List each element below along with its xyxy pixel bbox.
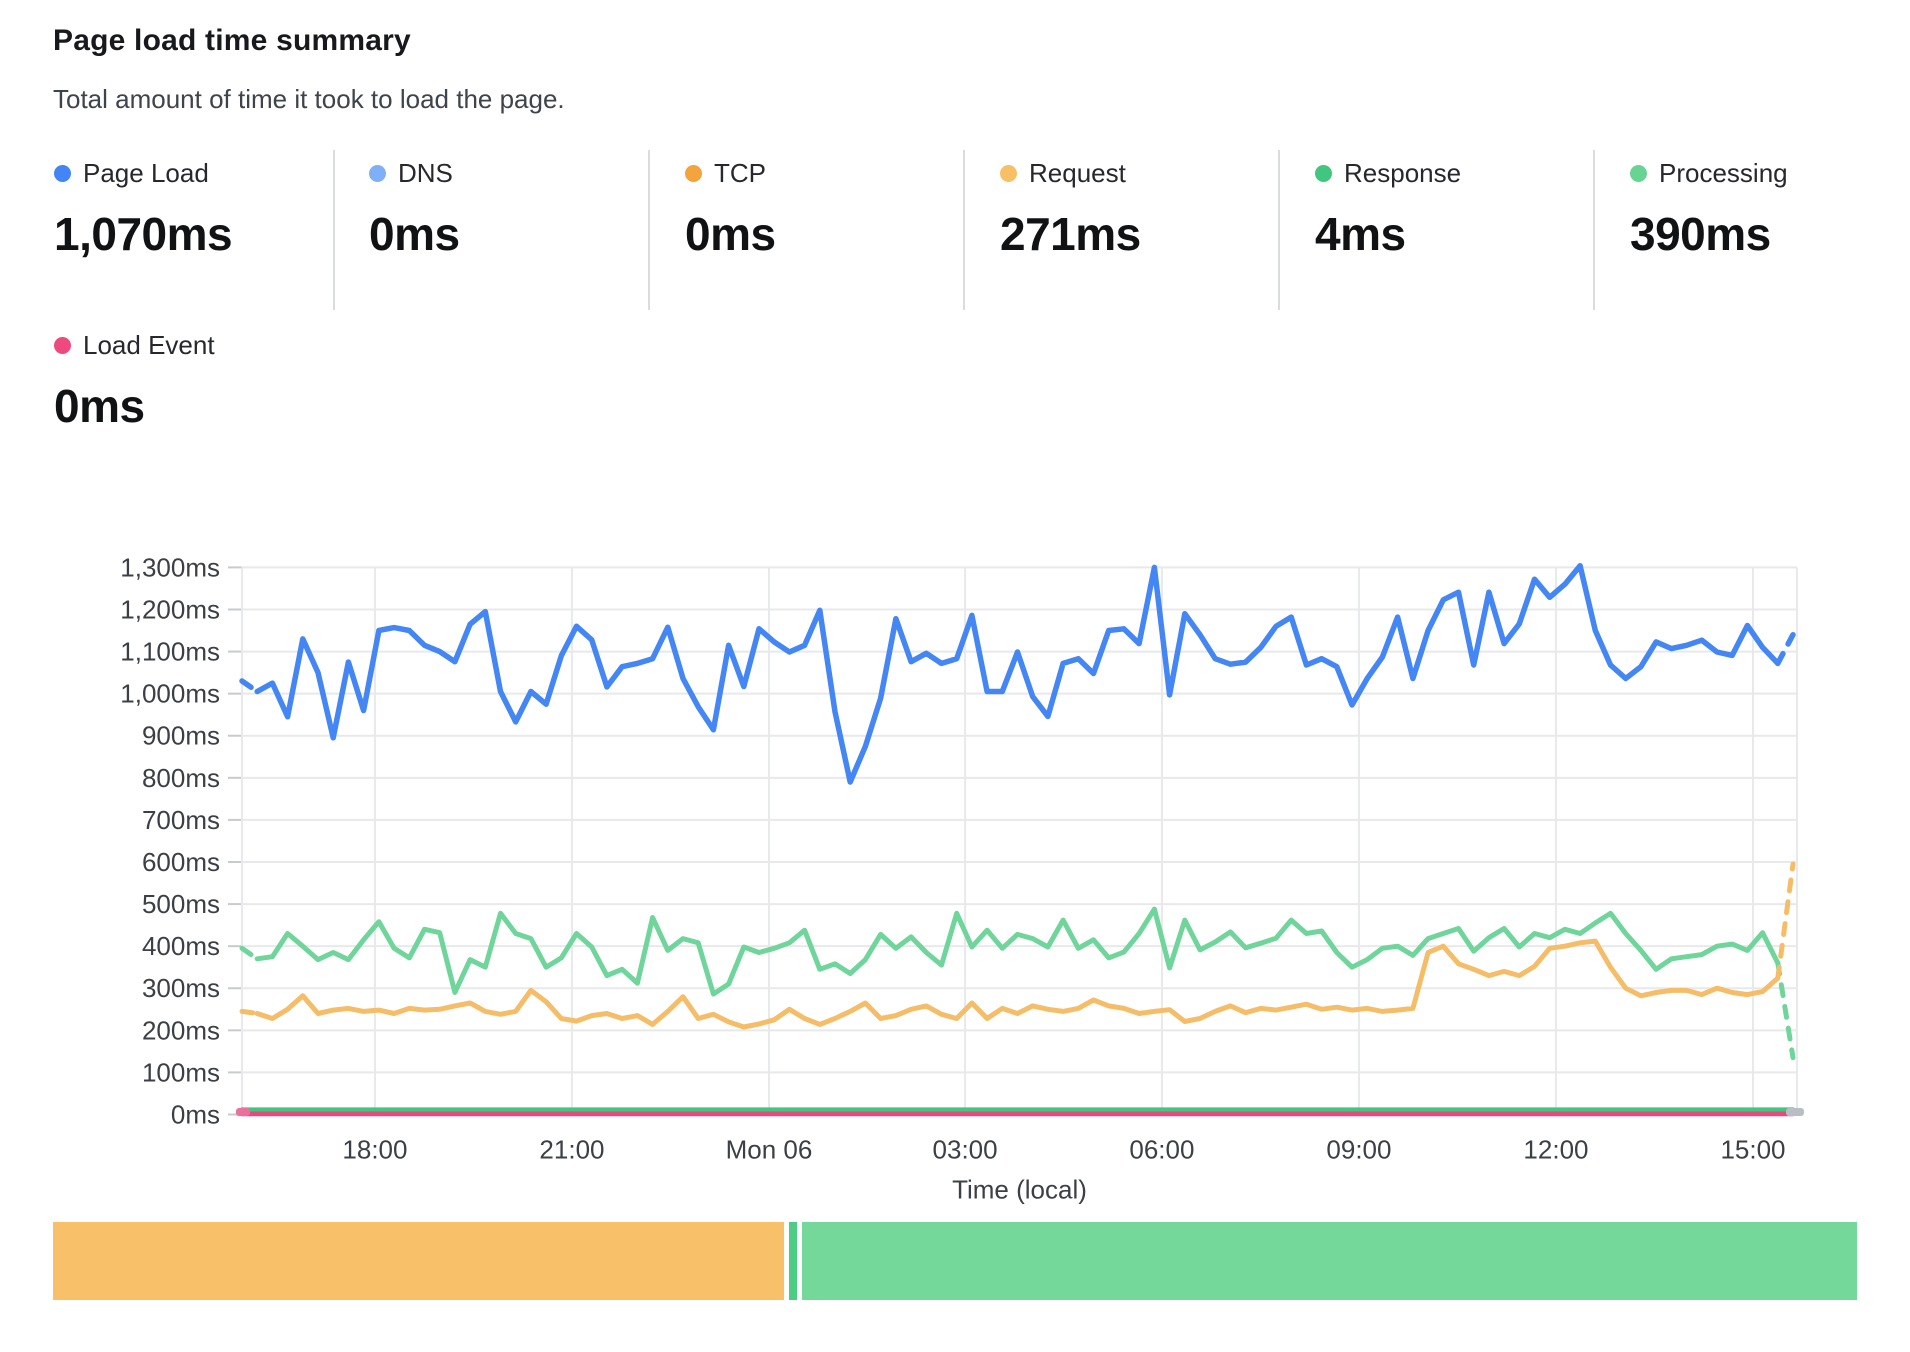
page-subtitle: Total amount of time it took to load the… <box>53 84 565 114</box>
metric-label: Load Event <box>83 330 215 360</box>
metric-card-request: Request 271ms <box>1000 158 1290 261</box>
load-time-breakdown-bar[interactable] <box>53 1222 1857 1300</box>
page-load-legend-dot <box>54 165 71 182</box>
tcp-legend-dot <box>685 165 702 182</box>
card-divider <box>963 150 965 310</box>
svg-text:1,200ms: 1,200ms <box>120 594 220 624</box>
response-legend-dot <box>1315 165 1332 182</box>
metric-value: 0ms <box>54 380 145 432</box>
metric-value: 271ms <box>1000 208 1141 260</box>
metric-card-response: Response 4ms <box>1315 158 1605 261</box>
processing-legend-dot <box>1630 165 1647 182</box>
metric-label: Request <box>1029 158 1126 188</box>
metric-label: Processing <box>1659 158 1788 188</box>
svg-text:03:00: 03:00 <box>933 1135 998 1165</box>
svg-text:100ms: 100ms <box>142 1057 220 1087</box>
metric-value: 4ms <box>1315 208 1406 260</box>
metric-label: TCP <box>714 158 766 188</box>
svg-text:Mon 06: Mon 06 <box>726 1135 813 1165</box>
svg-text:600ms: 600ms <box>142 847 220 877</box>
metric-value: 0ms <box>685 208 776 260</box>
svg-text:300ms: 300ms <box>142 973 220 1003</box>
metric-value: 1,070ms <box>54 208 233 260</box>
svg-text:06:00: 06:00 <box>1129 1135 1194 1165</box>
svg-text:0ms: 0ms <box>171 1100 220 1130</box>
metric-card-dns: DNS 0ms <box>369 158 659 261</box>
request-legend-dot <box>1000 165 1017 182</box>
metric-card-tcp: TCP 0ms <box>685 158 975 261</box>
svg-text:1,300ms: 1,300ms <box>120 552 220 582</box>
metric-value: 0ms <box>369 208 460 260</box>
svg-text:700ms: 700ms <box>142 805 220 835</box>
metric-card-page-load: Page Load 1,070ms <box>54 158 344 261</box>
metric-label: Page Load <box>83 158 209 188</box>
svg-text:400ms: 400ms <box>142 931 220 961</box>
svg-text:500ms: 500ms <box>142 889 220 919</box>
svg-text:18:00: 18:00 <box>342 1135 407 1165</box>
metric-card-processing: Processing 390ms <box>1630 158 1910 261</box>
load-event-legend-dot <box>54 337 71 354</box>
svg-text:1,100ms: 1,100ms <box>120 637 220 667</box>
card-divider <box>1593 150 1595 310</box>
metric-value: 390ms <box>1630 208 1771 260</box>
metric-label: DNS <box>398 158 453 188</box>
svg-text:800ms: 800ms <box>142 763 220 793</box>
svg-text:900ms: 900ms <box>142 721 220 751</box>
card-divider <box>333 150 335 310</box>
page-title: Page load time summary <box>53 24 411 57</box>
svg-text:09:00: 09:00 <box>1326 1135 1391 1165</box>
svg-text:15:00: 15:00 <box>1720 1135 1785 1165</box>
breakdown-bar-segment-response[interactable] <box>789 1222 798 1300</box>
svg-text:Time (local): Time (local) <box>952 1175 1087 1205</box>
svg-text:1,000ms: 1,000ms <box>120 679 220 709</box>
metric-label: Response <box>1344 158 1462 188</box>
card-divider <box>648 150 650 310</box>
dns-legend-dot <box>369 165 386 182</box>
svg-text:12:00: 12:00 <box>1523 1135 1588 1165</box>
breakdown-bar-segment-request[interactable] <box>53 1222 785 1300</box>
metric-card-load-event: Load Event 0ms <box>54 330 344 433</box>
card-divider <box>1278 150 1280 310</box>
svg-text:21:00: 21:00 <box>539 1135 604 1165</box>
svg-text:200ms: 200ms <box>142 1015 220 1045</box>
breakdown-bar-segment-processing[interactable] <box>802 1222 1857 1300</box>
